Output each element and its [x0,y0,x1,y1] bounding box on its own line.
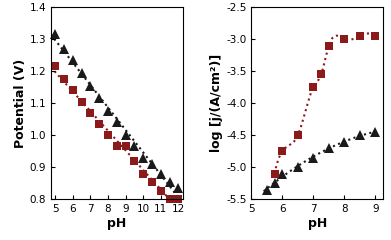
Y-axis label: log [j/(A/cm²)]: log [j/(A/cm²)] [210,54,223,152]
X-axis label: pH: pH [308,217,327,230]
X-axis label: pH: pH [107,217,126,230]
Y-axis label: Potential (V): Potential (V) [14,59,27,148]
